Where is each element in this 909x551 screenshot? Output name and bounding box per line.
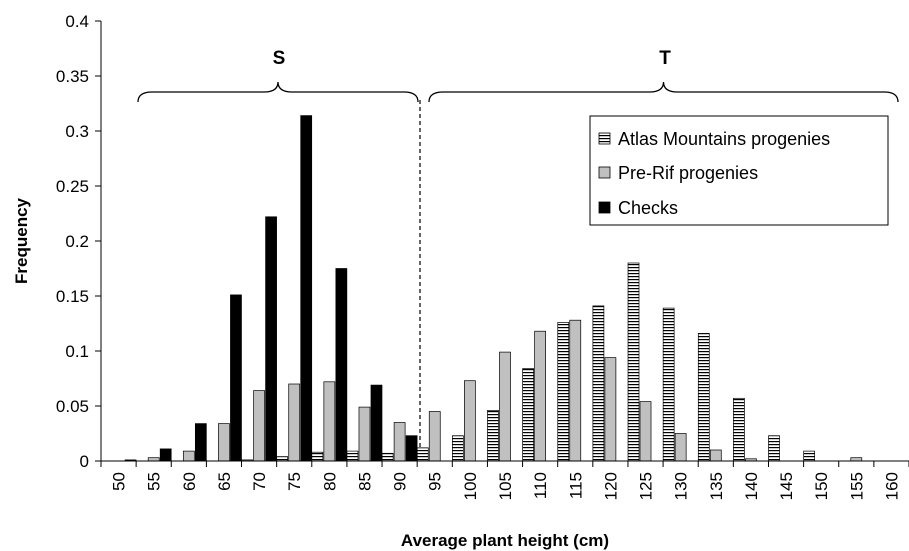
bar-atlas-100 — [452, 435, 464, 462]
x-tick-label-75: 75 — [285, 472, 304, 491]
x-tick-label-85: 85 — [355, 472, 374, 491]
y-tick-label-0.15: 0.15 — [56, 287, 89, 306]
bar-prerif-100 — [464, 380, 476, 462]
bar-checks-70 — [265, 216, 277, 462]
bar-atlas-145 — [768, 435, 780, 462]
x-tick-label-60: 60 — [180, 472, 199, 491]
x-tick-label-90: 90 — [391, 472, 410, 491]
bar-atlas-105 — [487, 410, 499, 462]
legend-label-prerif: Pre-Rif progenies — [618, 163, 758, 183]
x-tick-label-125: 125 — [637, 472, 656, 500]
x-tick-label-80: 80 — [320, 472, 339, 491]
x-tick-label-105: 105 — [496, 472, 515, 500]
region-brace-t — [428, 81, 899, 103]
legend-swatch-prerif — [598, 166, 611, 179]
bar-atlas-90 — [381, 452, 394, 462]
bar-atlas-80 — [311, 451, 324, 462]
y-tick-label-0.4: 0.4 — [65, 12, 89, 31]
bar-prerif-120 — [604, 357, 617, 462]
bar-atlas-120 — [592, 305, 605, 462]
x-tick-label-95: 95 — [426, 472, 445, 491]
bar-prerif-85 — [358, 406, 371, 462]
bar-prerif-90 — [393, 422, 406, 462]
bar-prerif-95 — [428, 411, 441, 462]
bar-checks-75 — [300, 115, 313, 462]
y-tick-label-0.3: 0.3 — [65, 122, 89, 141]
bar-prerif-105 — [499, 351, 511, 462]
bar-checks-80 — [335, 268, 348, 462]
region-label-s: S — [273, 48, 286, 69]
bar-atlas-130 — [662, 307, 675, 462]
bar-atlas-125 — [627, 262, 640, 462]
y-tick-label-0.25: 0.25 — [56, 177, 89, 196]
legend-box — [589, 115, 889, 226]
legend-label-checks: Checks — [618, 198, 678, 218]
bar-atlas-115 — [557, 322, 570, 462]
bar-atlas-150 — [803, 450, 816, 462]
bar-prerif-130 — [674, 433, 687, 462]
legend-swatch-checks — [598, 201, 611, 214]
x-tick-label-55: 55 — [145, 472, 164, 491]
bars-layer — [124, 115, 863, 462]
x-tick-label-155: 155 — [847, 472, 866, 500]
bar-atlas-110 — [522, 368, 534, 462]
bar-checks-60 — [194, 423, 207, 462]
tick-labels-layer: 0 0.05 0.1 0.15 0.2 0.25 0.3 0.35 0.4 50 55 60 65 70 7… — [56, 12, 902, 500]
legend-label-atlas: Atlas Mountains progenies — [618, 129, 830, 149]
bar-atlas-85 — [346, 450, 359, 462]
x-tick-label-70: 70 — [250, 472, 269, 491]
y-tick-label-0.05: 0.05 — [56, 397, 89, 416]
x-tick-label-65: 65 — [215, 472, 234, 491]
x-tick-label-130: 130 — [672, 472, 691, 500]
bar-atlas-135 — [697, 333, 710, 462]
bar-prerif-70 — [253, 390, 265, 462]
bar-prerif-115 — [569, 319, 582, 462]
x-tick-label-150: 150 — [812, 472, 831, 500]
legend: Atlas Mountains progenies Pre-Rif progen… — [589, 115, 889, 226]
bar-prerif-60 — [182, 450, 195, 462]
x-tick-label-120: 120 — [601, 472, 620, 500]
x-tick-label-145: 145 — [777, 472, 796, 500]
bar-prerif-65 — [218, 423, 230, 462]
x-tick-label-50: 50 — [110, 472, 129, 491]
bar-prerif-125 — [639, 401, 652, 462]
bar-atlas-140 — [733, 397, 745, 462]
bar-atlas-75 — [276, 456, 289, 462]
bar-checks-55 — [159, 448, 172, 462]
legend-swatch-atlas — [598, 132, 611, 145]
x-tick-label-160: 160 — [882, 472, 901, 500]
y-axis-title: Frequency — [12, 197, 31, 284]
bar-prerif-110 — [534, 330, 546, 462]
bar-prerif-80 — [323, 381, 336, 462]
x-tick-label-100: 100 — [461, 472, 480, 500]
region-label-t: T — [659, 48, 671, 69]
bar-checks-85 — [370, 384, 383, 462]
y-tick-label-0: 0 — [80, 452, 89, 471]
region-brace-s — [137, 81, 419, 103]
y-tick-label-0.35: 0.35 — [56, 67, 89, 86]
bar-checks-65 — [230, 294, 242, 462]
x-tick-label-135: 135 — [707, 472, 726, 500]
axes-layer — [95, 20, 909, 467]
y-tick-label-0.1: 0.1 — [65, 342, 89, 361]
bar-prerif-135 — [709, 449, 722, 462]
bar-prerif-75 — [288, 383, 301, 462]
x-tick-label-115: 115 — [566, 472, 585, 499]
x-tick-label-140: 140 — [742, 472, 761, 500]
bar-atlas-95 — [416, 447, 429, 462]
bar-checks-90 — [405, 435, 418, 462]
x-axis-title: Average plant height (cm) — [401, 531, 609, 550]
y-tick-label-0.2: 0.2 — [65, 232, 89, 251]
x-tick-label-110: 110 — [531, 472, 550, 499]
